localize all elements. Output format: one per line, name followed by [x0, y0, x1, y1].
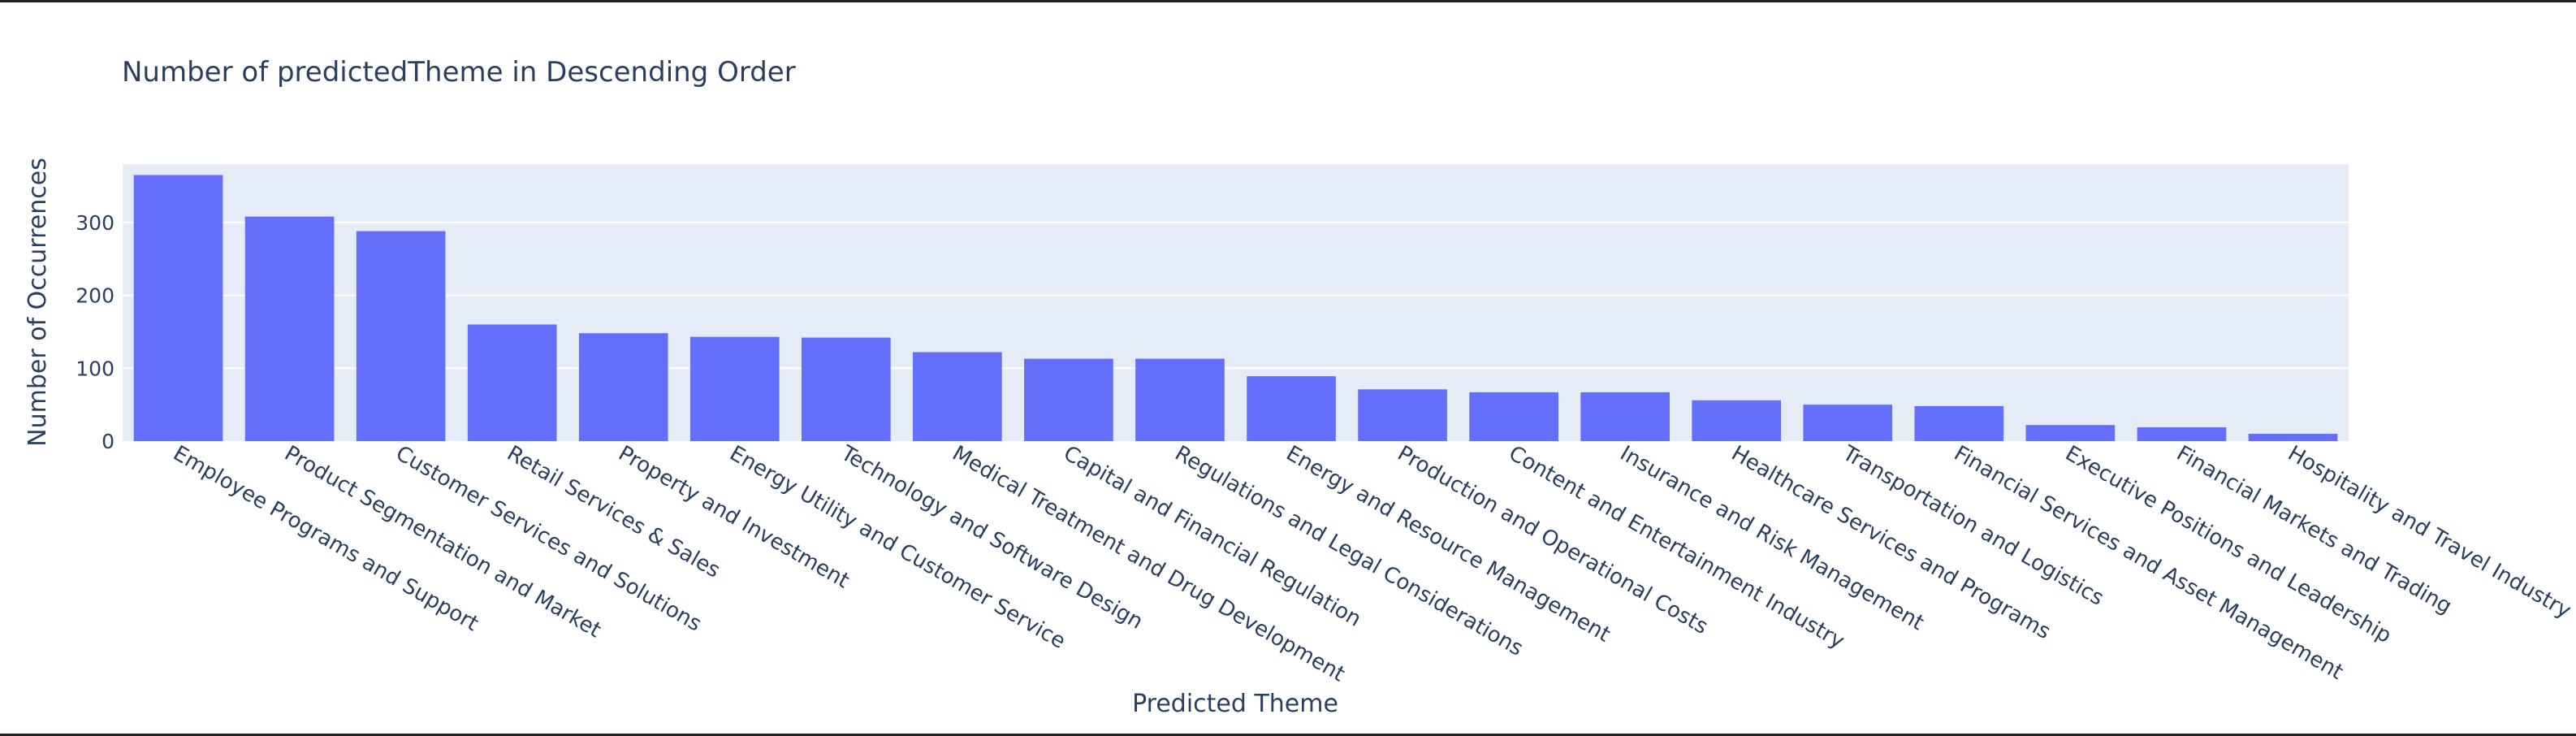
plot-area [123, 164, 2349, 441]
bar[interactable] [133, 175, 223, 442]
bar[interactable] [2137, 426, 2227, 441]
bars [133, 175, 2338, 442]
bar[interactable] [1469, 392, 1558, 441]
bar[interactable] [2025, 425, 2116, 441]
bar[interactable] [1358, 389, 1447, 441]
bar[interactable] [244, 216, 335, 441]
bar[interactable] [913, 352, 1002, 441]
y-axis-title: Number of Occurrences [24, 158, 52, 447]
y-tick-label: 100 [76, 357, 115, 380]
bar[interactable] [1580, 392, 1670, 441]
x-tick-label: Financial Services and Asset Management [1950, 441, 2347, 685]
bar[interactable] [467, 324, 557, 441]
bar[interactable] [689, 336, 780, 441]
bar[interactable] [1135, 358, 1225, 441]
bar[interactable] [802, 337, 891, 441]
chart-title: Number of predictedTheme in Descending O… [122, 56, 796, 89]
y-tick-labels: 0 100 200 300 [76, 211, 115, 453]
bar[interactable] [578, 333, 668, 441]
x-tick-label: Medical Treatment and Drug Development [948, 441, 1349, 686]
y-tick-label: 0 [102, 430, 115, 453]
bar[interactable] [2248, 434, 2338, 441]
bar[interactable] [1024, 358, 1113, 441]
bar[interactable] [1914, 405, 2004, 441]
y-tick-label: 200 [76, 284, 115, 308]
bar[interactable] [1803, 405, 1893, 441]
x-axis-title: Predicted Theme [1132, 690, 1338, 718]
bar[interactable] [1247, 376, 1336, 441]
bar[interactable] [1692, 400, 1782, 441]
bar[interactable] [356, 231, 446, 441]
y-tick-label: 300 [76, 211, 115, 235]
